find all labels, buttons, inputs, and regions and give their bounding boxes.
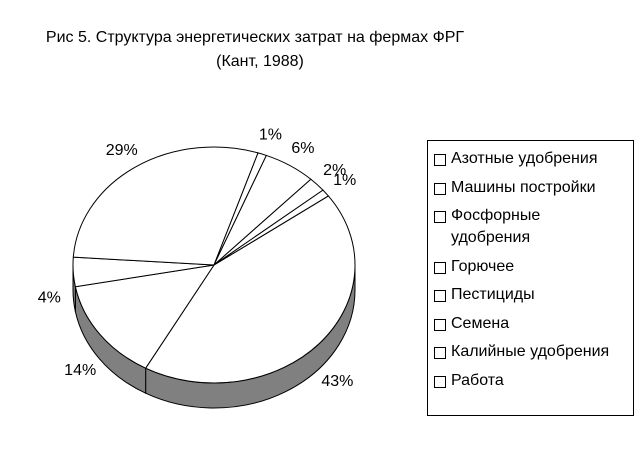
chart-subtitle: (Кант, 1988) (216, 53, 304, 70)
legend-item: Азотные удобрения (434, 148, 633, 170)
legend-label: Горючее (451, 257, 515, 275)
legend: Азотные удобрения Машины постройки Фосфорн… (427, 140, 634, 416)
legend-label: Семена (451, 314, 510, 332)
legend-label: Машины постройки (451, 178, 596, 196)
legend-item: Горючее (434, 256, 633, 278)
slice (213, 189, 330, 266)
legend-label: Пестициды (451, 286, 535, 303)
legend-swatch (434, 182, 446, 195)
legend-item: Машины постройки (434, 177, 633, 199)
slice (72, 146, 259, 266)
legend-item: Калийные удобрения (434, 341, 633, 363)
legend-label: Фосфорные удобрения (451, 207, 541, 246)
legend-item: Работа (434, 370, 633, 392)
legend-swatch (434, 211, 446, 223)
slice (74, 264, 216, 369)
data-label: 6% (291, 140, 314, 157)
legend-swatch (434, 318, 446, 331)
data-label: 4% (38, 289, 61, 306)
data-label: 2% (323, 162, 346, 179)
legend-item: Пестициды (434, 284, 633, 306)
data-label: 14% (64, 362, 96, 379)
data-label: 29% (106, 142, 138, 159)
legend-swatch (434, 375, 446, 388)
legend-label: Азотные удобрения (451, 150, 598, 167)
slice (144, 195, 356, 384)
legend-swatch (434, 290, 446, 302)
chart-title: Рис 5. Структура энергетических затрат н… (46, 29, 464, 46)
data-label: 1% (259, 126, 282, 143)
legend-swatch (434, 347, 446, 359)
legend-swatch (434, 261, 446, 274)
legend-item: Фосфорные удобрения (434, 205, 633, 249)
legend-swatch (434, 154, 446, 166)
legend-item: Семена (434, 313, 633, 335)
data-label: 1% (333, 172, 356, 189)
legend-label: Калийные удобрения (451, 343, 610, 360)
legend-label: Работа (451, 371, 504, 389)
data-label: 43% (321, 373, 353, 390)
